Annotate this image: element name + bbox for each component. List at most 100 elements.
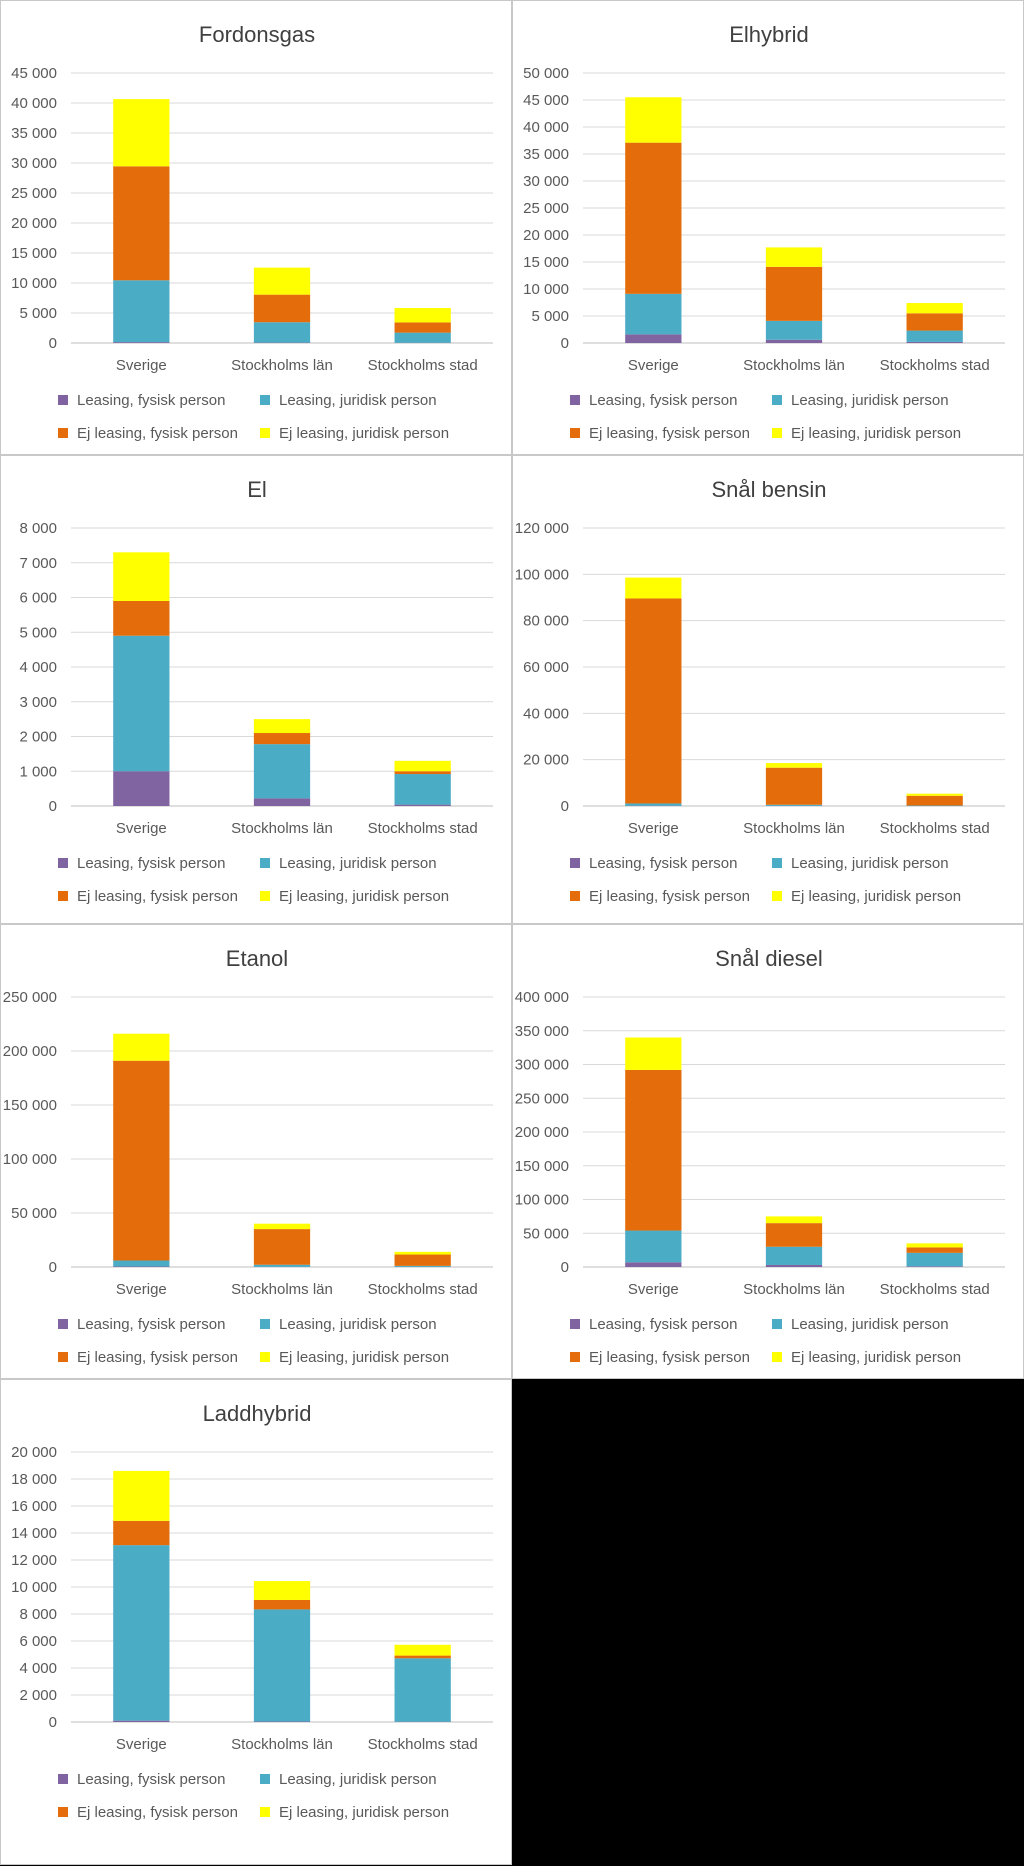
bar-segment-stockholms-lan-ej-leasing-juridisk-person [766,1216,822,1223]
legend-swatch-leasing-fysisk-person [570,858,580,868]
legend-label: Leasing, fysisk person [77,392,225,409]
y-tick-label: 30 000 [523,173,569,190]
bar-segment-stockholms-stad-ej-leasing-juridisk-person [907,303,963,313]
legend-swatch-ej-leasing-juridisk-person [772,1352,782,1362]
y-tick-label: 10 000 [11,275,57,292]
legend-label: Leasing, fysisk person [77,855,225,872]
y-tick-label: 0 [49,1259,57,1276]
bar-segment-stockholms-stad-ej-leasing-fysisk-person [907,1247,963,1252]
y-tick-label: 35 000 [523,146,569,163]
legend-label: Ej leasing, juridisk person [279,888,449,905]
bar-segment-stockholms-stad-ej-leasing-fysisk-person [395,771,451,774]
bar-segment-stockholms-lan-leasing-juridisk-person [766,805,822,806]
bar-segment-stockholms-lan-ej-leasing-fysisk-person [254,1600,310,1609]
bar-segment-sverige-leasing-fysisk-person [113,1266,169,1267]
bar-segment-sverige-ej-leasing-fysisk-person [625,1070,681,1231]
chart-title: Laddhybrid [203,1401,312,1426]
y-tick-label: 40 000 [11,95,57,112]
bar-segment-sverige-leasing-juridisk-person [625,803,681,805]
bar-segment-sverige-ej-leasing-fysisk-person [113,1061,169,1261]
bar-segment-sverige-ej-leasing-juridisk-person [625,97,681,142]
bar-segment-sverige-ej-leasing-fysisk-person [625,598,681,803]
bar-segment-sverige-ej-leasing-fysisk-person [113,601,169,636]
y-tick-label: 0 [49,798,57,815]
legend-label: Ej leasing, fysisk person [77,1804,238,1821]
chart-title: Snål bensin [712,477,827,502]
y-tick-label: 100 000 [3,1151,57,1168]
y-tick-label: 5 000 [531,308,569,325]
bar-segment-sverige-leasing-juridisk-person [113,1261,169,1267]
bar-segment-stockholms-stad-leasing-fysisk-person [907,342,963,343]
y-tick-label: 400 000 [515,989,569,1006]
y-tick-label: 20 000 [523,227,569,244]
y-tick-label: 6 000 [19,1633,57,1650]
legend-swatch-leasing-fysisk-person [570,395,580,405]
bar-segment-stockholms-lan-leasing-juridisk-person [254,322,310,342]
y-tick-label: 0 [561,1259,569,1276]
y-tick-label: 100 000 [515,1192,569,1209]
legend-label: Ej leasing, fysisk person [77,888,238,905]
bar-segment-stockholms-stad-ej-leasing-fysisk-person [395,322,451,332]
y-tick-label: 10 000 [523,281,569,298]
y-tick-label: 35 000 [11,125,57,142]
legend-label: Ej leasing, juridisk person [791,425,961,442]
x-category-label: Sverige [628,820,679,837]
chart-title: El [247,477,267,502]
y-tick-label: 7 000 [19,555,57,572]
bar-segment-stockholms-lan-leasing-juridisk-person [254,744,310,798]
x-category-label: Stockholms län [743,357,845,374]
bar-segment-sverige-leasing-fysisk-person [113,771,169,806]
y-tick-label: 8 000 [19,520,57,537]
x-category-label: Sverige [628,1281,679,1298]
bar-segment-sverige-ej-leasing-juridisk-person [625,578,681,599]
legend-swatch-leasing-fysisk-person [58,1774,68,1784]
bar-segment-stockholms-lan-leasing-fysisk-person [766,340,822,343]
bar-segment-stockholms-lan-ej-leasing-fysisk-person [766,267,822,321]
y-tick-label: 250 000 [515,1090,569,1107]
legend-label: Leasing, fysisk person [589,1316,737,1333]
bar-segment-stockholms-stad-ej-leasing-juridisk-person [395,308,451,322]
bar-segment-sverige-leasing-juridisk-person [113,1545,169,1721]
y-tick-label: 25 000 [11,185,57,202]
x-category-label: Stockholms län [743,1281,845,1298]
legend-swatch-ej-leasing-juridisk-person [260,1807,270,1817]
y-tick-label: 0 [561,335,569,352]
bar-segment-stockholms-stad-leasing-fysisk-person [395,805,451,806]
x-category-label: Stockholms län [231,1736,333,1753]
legend-swatch-ej-leasing-fysisk-person [570,891,580,901]
bar-segment-sverige-ej-leasing-juridisk-person [113,99,169,166]
bar-segment-stockholms-stad-ej-leasing-fysisk-person [907,313,963,330]
y-tick-label: 40 000 [523,705,569,722]
legend-label: Ej leasing, fysisk person [589,888,750,905]
x-category-label: Stockholms stad [368,1736,478,1753]
y-tick-label: 120 000 [515,520,569,537]
legend-label: Leasing, juridisk person [279,392,437,409]
y-tick-label: 250 000 [3,989,57,1006]
bar-segment-stockholms-stad-leasing-fysisk-person [907,1266,963,1267]
y-tick-label: 200 000 [3,1043,57,1060]
x-category-label: Stockholms stad [880,1281,990,1298]
bar-segment-sverige-ej-leasing-fysisk-person [113,166,169,280]
x-category-label: Stockholms län [231,357,333,374]
legend-swatch-leasing-juridisk-person [260,1319,270,1329]
bar-segment-sverige-leasing-juridisk-person [625,1231,681,1263]
x-category-label: Stockholms län [231,820,333,837]
bar-segment-stockholms-lan-leasing-fysisk-person [254,798,310,806]
bar-segment-sverige-ej-leasing-juridisk-person [113,552,169,601]
legend-label: Ej leasing, juridisk person [279,1804,449,1821]
y-tick-label: 50 000 [11,1205,57,1222]
bar-segment-stockholms-stad-ej-leasing-juridisk-person [395,1645,451,1656]
bar-segment-stockholms-lan-ej-leasing-juridisk-person [254,268,310,295]
legend-swatch-ej-leasing-fysisk-person [58,1807,68,1817]
legend-label: Ej leasing, juridisk person [791,888,961,905]
chart-title: Elhybrid [729,22,808,47]
legend-swatch-ej-leasing-fysisk-person [58,428,68,438]
y-tick-label: 5 000 [19,305,57,322]
legend-label: Ej leasing, juridisk person [791,1349,961,1366]
